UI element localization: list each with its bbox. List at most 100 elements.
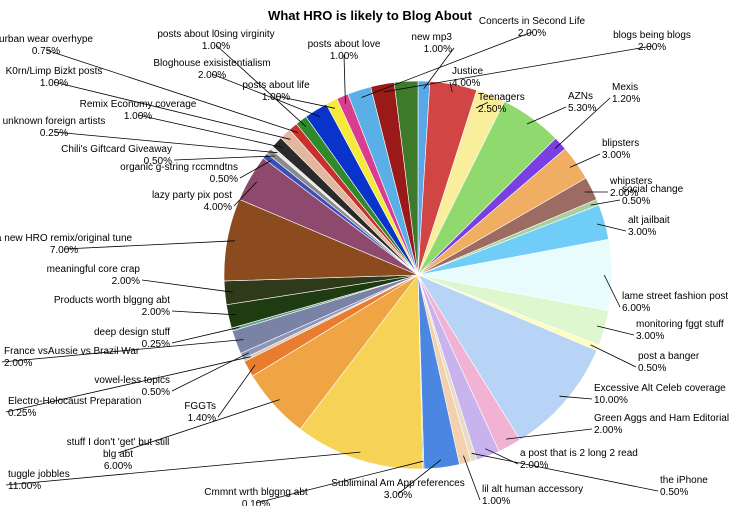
slice-value: 4.00% [452,78,480,89]
slice-name: stuff I don't 'get' but still [67,437,170,448]
leader-line-12 [590,344,637,368]
slice-name: Teenagers [478,92,525,103]
slice-label-25: France vsAussie vs Brazil War 2.00% [4,346,140,369]
slice-value: 3.00% [636,331,664,342]
slice-name: Subliminal Am App references [331,478,464,489]
leader-line-13 [559,395,593,400]
slice-value: 0.25% [8,408,36,419]
slice-value: 2.00% [4,358,32,369]
slice-label-34: Remix Economy coverage 1.00% [80,99,197,122]
slice-value: 1.20% [612,94,640,105]
slice-value: 10.00% [594,395,628,406]
slice-value: 2.00% [518,28,546,39]
slice-value: 7.00% [50,245,78,256]
leader-line-40 [343,54,346,104]
slice-name: lil alt human accessory [482,484,583,495]
slice-name: monitoring fggt stuff [636,319,724,330]
leader-line-1 [423,47,455,90]
slice-label-18: Subliminal Am App references 3.00% [331,478,464,501]
slice-label-23: Electro-Holocaust Preparation 0.25% [8,396,141,419]
slice-name: blipsters [602,138,639,149]
slice-label-41: Concerts in Second Life 2.00% [479,16,586,39]
slice-name: FGGTs [184,401,216,412]
slice-label-7: whipsters 2.00% [609,176,652,199]
slice-value: 0.10% [242,499,270,506]
leader-line-21 [117,399,280,454]
leader-line-16 [471,452,659,492]
slice-label-16: the iPhone 0.50% [660,475,708,498]
slice-name: Bloghouse exisistentialism [153,58,270,69]
slice-value: 6.00% [622,303,650,314]
slice-name: posts about l0sing virginity [157,29,274,40]
pie-slices [223,80,613,470]
slice-name: Justice [452,66,484,77]
slice-label-26: deep design stuff 0.25% [94,327,170,350]
leader-line-39 [275,95,336,109]
leader-line-10 [603,274,621,308]
slice-label-37: posts about l0sing virginity 1.00% [157,29,274,52]
leader-line-41 [361,31,533,98]
slice-label-3: Teenagers 2.50% [478,92,525,115]
leader-line-2 [449,81,453,92]
slice-value: 3.00% [384,490,412,501]
leader-line-30 [233,181,257,207]
slice-value: 2.00% [638,42,666,53]
leader-line-5 [554,97,611,149]
slice-value: 2.00% [112,276,140,287]
slice-label-15: a post that is 2 long 2 read 2.00% [520,448,638,471]
slice-value: 0.50% [210,174,238,185]
slice-label-33: unknown foreign artists 0.25% [3,116,106,139]
leader-line-4 [526,106,567,125]
slice-name: a post that is 2 long 2 read [520,448,638,459]
slice-value: 1.00% [202,41,230,52]
leader-line-9 [597,223,627,232]
slice-label-20: tuggle jobbles 11.00% [8,469,70,492]
slice-name: urban wear overhype [0,34,93,45]
pie-slice-20 [299,274,424,470]
slice-name: meaningful core crap [47,264,141,275]
slice-name: post a banger [638,351,700,362]
slice-name: vowel-less topics [94,375,170,386]
slice-label-17: lil alt human accessory 1.00% [482,484,583,506]
slice-name: Products worth blggng abt [54,295,170,306]
slice-name: social change [622,184,684,195]
leader-line-35 [53,81,291,140]
leader-line-18 [397,459,442,495]
leader-line-22 [217,364,256,418]
slice-name: unknown foreign artists [3,116,106,127]
slice-label-31: organic g-string rccmndtns 0.50% [120,162,238,185]
leader-line-19 [255,460,424,504]
leader-line-37 [215,44,307,127]
slice-label-24: vowel-less topics 0.50% [94,375,170,398]
slice-label-13: Excessive Alt Celeb coverage 10.00% [594,383,726,406]
slice-value: 1.40% [188,413,216,424]
slice-label-4: AZNs 5.30% [568,91,596,114]
leader-line-6 [569,153,601,168]
slice-value: 0.25% [142,339,170,350]
slice-value: 0.75% [32,46,60,57]
leader-line-20 [5,451,361,486]
slice-name: alt jailbait [628,215,670,226]
leader-line-28 [141,279,233,293]
slice-value: 6.00% [104,461,132,472]
leader-line-42 [383,45,653,93]
leader-line-17 [463,455,481,501]
slice-label-2: Justice 4.00% [452,66,484,89]
leader-line-8 [590,199,621,206]
leader-line-34 [137,114,283,148]
leader-line-14 [506,428,593,440]
slice-name: deep design stuff [94,327,170,338]
slice-value: 2.00% [594,425,622,436]
leader-line-3 [475,102,489,109]
slice-value: 0.25% [40,128,68,139]
slice-name: Electro-Holocaust Preparation [8,396,141,407]
slice-value: 0.50% [638,363,666,374]
slice-name: new mp3 [411,32,452,43]
leader-line-11 [597,325,635,336]
leader-line-33 [53,131,278,154]
slice-value: 3.00% [602,150,630,161]
leader-lines [1,31,659,504]
slice-value: 0.50% [142,387,170,398]
slice-name: Excessive Alt Celeb coverage [594,383,726,394]
slice-label-28: meaningful core crap 2.00% [47,264,141,287]
